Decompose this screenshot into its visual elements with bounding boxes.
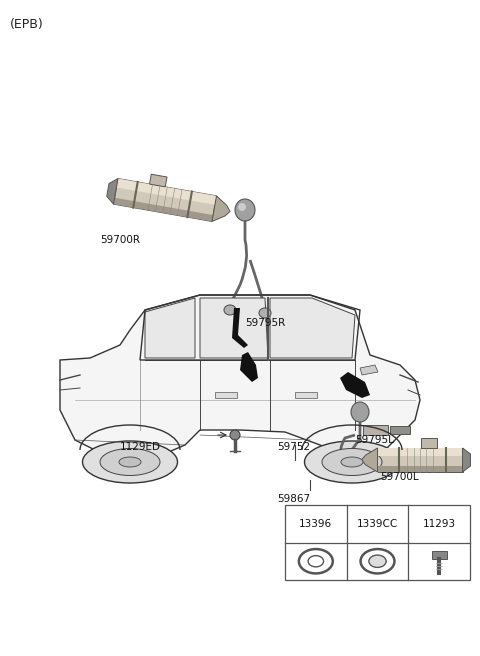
Polygon shape bbox=[145, 298, 195, 358]
Ellipse shape bbox=[304, 441, 399, 483]
Ellipse shape bbox=[83, 441, 178, 483]
Polygon shape bbox=[377, 466, 463, 472]
Polygon shape bbox=[361, 448, 377, 472]
Text: 59867: 59867 bbox=[277, 494, 310, 504]
Polygon shape bbox=[360, 365, 378, 375]
Text: 59752: 59752 bbox=[277, 442, 310, 452]
Ellipse shape bbox=[308, 556, 324, 567]
Text: 1339CC: 1339CC bbox=[357, 519, 398, 529]
Ellipse shape bbox=[100, 449, 160, 476]
Polygon shape bbox=[377, 448, 463, 457]
Polygon shape bbox=[212, 196, 230, 222]
Bar bbox=[295, 392, 317, 398]
Bar bbox=[285, 505, 470, 580]
Polygon shape bbox=[117, 178, 216, 205]
Ellipse shape bbox=[235, 199, 255, 221]
Bar bbox=[432, 551, 446, 560]
Ellipse shape bbox=[369, 555, 386, 567]
Polygon shape bbox=[377, 448, 463, 472]
Polygon shape bbox=[232, 308, 248, 348]
Polygon shape bbox=[60, 295, 420, 460]
Polygon shape bbox=[420, 438, 436, 448]
Ellipse shape bbox=[351, 402, 369, 422]
Ellipse shape bbox=[224, 305, 236, 315]
Polygon shape bbox=[200, 298, 268, 358]
Text: 59700R: 59700R bbox=[100, 235, 140, 245]
Bar bbox=[215, 392, 237, 398]
Polygon shape bbox=[270, 298, 355, 358]
Ellipse shape bbox=[322, 449, 382, 476]
Polygon shape bbox=[340, 372, 370, 398]
Polygon shape bbox=[113, 178, 216, 222]
Ellipse shape bbox=[360, 549, 395, 573]
Bar bbox=[363, 425, 388, 435]
Text: (EPB): (EPB) bbox=[10, 18, 44, 31]
Ellipse shape bbox=[341, 457, 363, 467]
Ellipse shape bbox=[119, 457, 141, 467]
Text: 59795R: 59795R bbox=[245, 318, 285, 328]
Ellipse shape bbox=[299, 549, 333, 573]
Circle shape bbox=[230, 430, 240, 440]
Text: 13396: 13396 bbox=[299, 519, 332, 529]
Polygon shape bbox=[107, 178, 118, 204]
Polygon shape bbox=[240, 352, 258, 382]
Text: 59795L: 59795L bbox=[355, 435, 394, 445]
Text: 59700L: 59700L bbox=[380, 472, 419, 482]
Ellipse shape bbox=[238, 203, 246, 211]
Polygon shape bbox=[463, 448, 470, 472]
Text: 11293: 11293 bbox=[422, 519, 456, 529]
Polygon shape bbox=[150, 174, 167, 187]
Bar bbox=[390, 426, 410, 434]
Text: 1129ED: 1129ED bbox=[120, 442, 161, 452]
Ellipse shape bbox=[259, 308, 271, 318]
Polygon shape bbox=[113, 197, 213, 222]
